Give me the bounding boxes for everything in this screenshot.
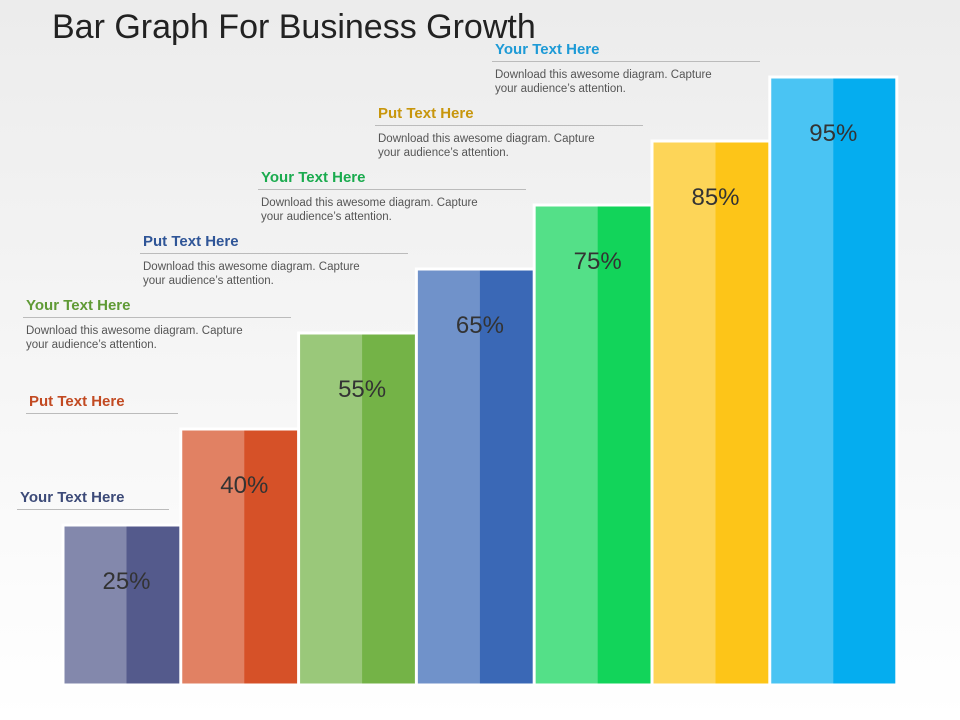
- bar: [532, 203, 663, 687]
- value-label: 65%: [456, 312, 504, 339]
- annotation: Put Text Here Download this awesome diagr…: [375, 105, 643, 160]
- bar-highlight: [771, 78, 834, 685]
- value-label: 25%: [102, 568, 150, 595]
- annotation: Put Text Here: [26, 393, 178, 420]
- annotation: Your Text Here: [17, 489, 169, 516]
- value-label: 40%: [220, 472, 268, 499]
- annotation: Your Text Here Download this awesome diag…: [492, 41, 760, 96]
- annotation-rule: [492, 61, 760, 62]
- annotation-title: Your Text Here: [20, 489, 125, 506]
- annotation-text: Download this awesome diagram. Capture y…: [378, 133, 595, 159]
- bar-highlight: [653, 142, 716, 685]
- annotation-rule: [258, 189, 526, 190]
- value-label: 95%: [809, 120, 857, 147]
- bar-highlight: [417, 270, 480, 685]
- bar: [650, 139, 781, 687]
- annotation-text: Download this awesome diagram. Capture y…: [143, 261, 360, 287]
- bar: [179, 427, 310, 687]
- annotation-rule: [375, 125, 643, 126]
- value-label: 85%: [691, 184, 739, 211]
- annotation-text: Download this awesome diagram. Capture y…: [495, 69, 712, 95]
- annotation-title: Your Text Here: [261, 169, 366, 186]
- bar: [414, 267, 545, 687]
- bar-highlight: [535, 206, 598, 685]
- annotation: Put Text Here Download this awesome diagr…: [140, 233, 408, 288]
- annotation-title: Your Text Here: [495, 41, 600, 58]
- bar-highlight: [300, 334, 363, 685]
- annotation-title: Put Text Here: [143, 233, 239, 250]
- bar-highlight: [182, 430, 245, 685]
- annotation-title: Your Text Here: [26, 297, 131, 314]
- annotation-rule: [140, 253, 408, 254]
- annotation-text: Download this awesome diagram. Capture y…: [26, 325, 243, 351]
- bar-highlight: [64, 526, 127, 685]
- annotation: Your Text Here Download this awesome diag…: [23, 297, 291, 352]
- annotation-rule: [17, 509, 169, 510]
- annotation-rule: [23, 317, 291, 318]
- value-label: 55%: [338, 376, 386, 403]
- bar: [297, 331, 428, 687]
- annotation-text: Download this awesome diagram. Capture y…: [261, 197, 478, 223]
- bar: [61, 523, 192, 687]
- value-label: 75%: [574, 248, 622, 275]
- slide-title: Bar Graph For Business Growth: [52, 8, 536, 46]
- annotation-rule: [26, 413, 178, 414]
- annotation-title: Put Text Here: [29, 393, 125, 410]
- bar: [768, 75, 899, 687]
- annotation-title: Put Text Here: [378, 105, 474, 122]
- annotation: Your Text Here Download this awesome diag…: [258, 169, 526, 224]
